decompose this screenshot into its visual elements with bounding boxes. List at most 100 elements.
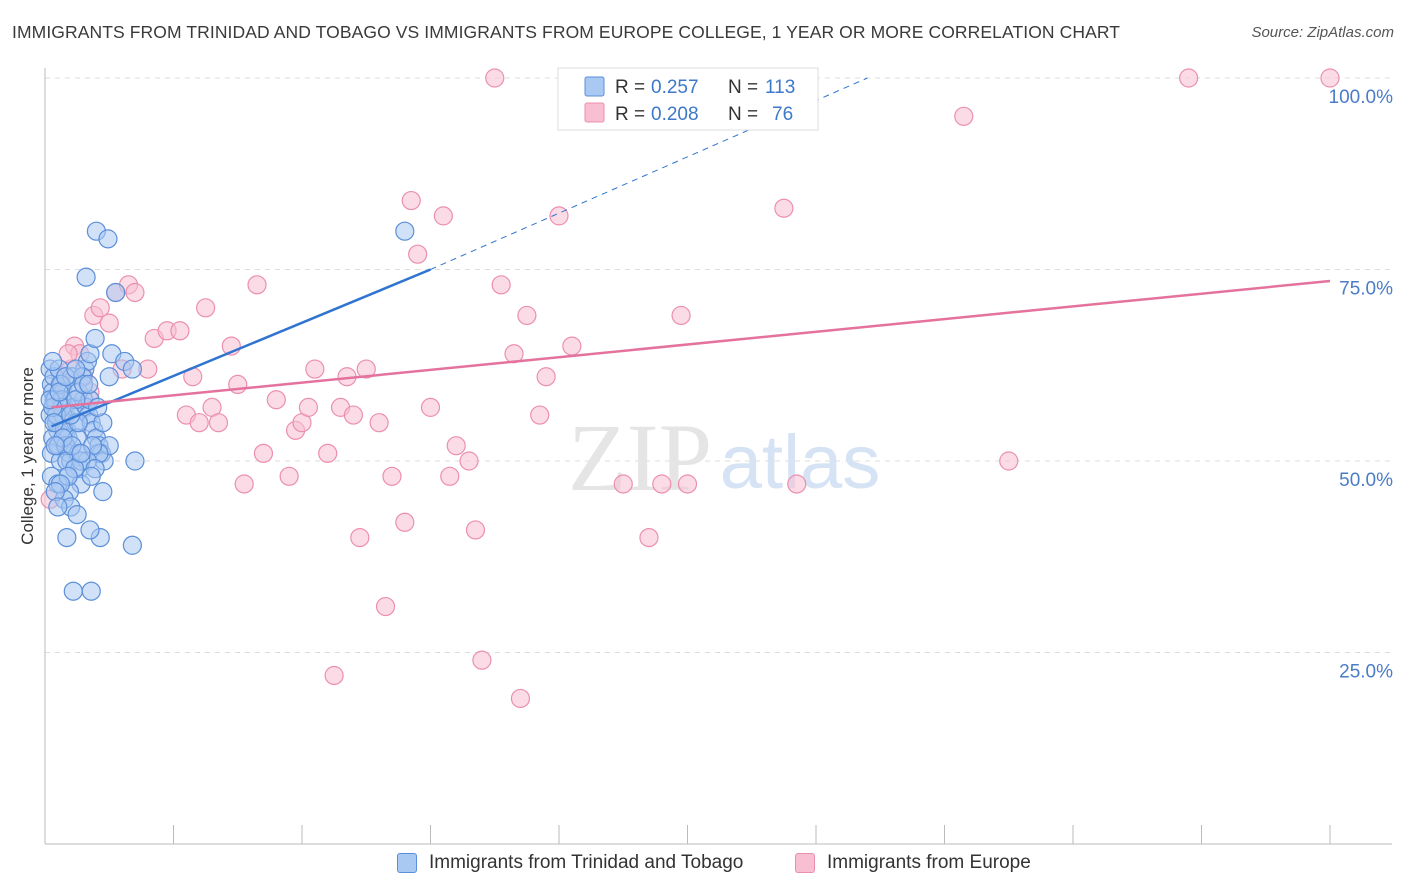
trinidad-point-109 bbox=[85, 328, 105, 349]
europe-point-36 bbox=[350, 527, 370, 548]
series-legend: Immigrants from Trinidad and Tobago Immi… bbox=[0, 852, 1406, 878]
watermark-zip: ZIP bbox=[568, 404, 712, 511]
source-label: Source: ZipAtlas.com bbox=[1251, 24, 1394, 41]
axes bbox=[44, 68, 1392, 845]
europe-point-13 bbox=[170, 321, 190, 341]
trinidad-point-99 bbox=[71, 443, 91, 463]
trinidad-point-65 bbox=[93, 482, 113, 502]
europe-point-10 bbox=[125, 282, 145, 303]
legend-item-europe: Immigrants from Europe bbox=[795, 852, 1031, 874]
legend-n-value-1: 113 bbox=[765, 77, 795, 98]
grid-lines bbox=[45, 77, 1392, 653]
europe-point-54 bbox=[510, 688, 531, 709]
europe-points bbox=[40, 68, 1340, 709]
europe-point-57 bbox=[536, 367, 556, 387]
europe-point-39 bbox=[375, 596, 396, 617]
scatter-chart: ZIP atlas 25.0%50.0%75.0%100.0%0.0%100.0… bbox=[18, 67, 1394, 845]
legend-label-europe: Immigrants from Europe bbox=[827, 852, 1031, 873]
europe-point-66 bbox=[774, 198, 794, 218]
europe-point-24 bbox=[253, 443, 274, 463]
trinidad-point-108 bbox=[66, 359, 86, 379]
legend-r-label-1: R = bbox=[615, 77, 645, 98]
europe-point-45 bbox=[433, 206, 453, 226]
europe-point-74 bbox=[58, 344, 78, 364]
europe-point-50 bbox=[472, 650, 492, 670]
trinidad-point-69 bbox=[106, 282, 126, 303]
legend-swatch-europe bbox=[795, 853, 815, 873]
legend-n-label-1: N = bbox=[728, 77, 758, 98]
europe-point-19 bbox=[208, 413, 229, 433]
y-tick-label-3: 100.0% bbox=[1329, 87, 1394, 108]
europe-point-31 bbox=[318, 443, 338, 463]
europe-point-61 bbox=[639, 527, 659, 548]
trinidad-point-67 bbox=[98, 229, 118, 249]
legend-swatch-pink bbox=[584, 102, 605, 123]
europe-point-37 bbox=[356, 359, 376, 379]
legend-item-trinidad: Immigrants from Trinidad and Tobago bbox=[397, 852, 743, 874]
tick-labels: 25.0%50.0%75.0%100.0%0.0%100.0% bbox=[1329, 87, 1394, 683]
europe-point-26 bbox=[279, 466, 299, 486]
europe-point-43 bbox=[408, 244, 428, 264]
trinidad-point-75 bbox=[122, 535, 142, 555]
watermark: ZIP atlas bbox=[568, 404, 880, 511]
europe-point-23 bbox=[247, 275, 267, 295]
europe-point-69 bbox=[1179, 68, 1199, 88]
trinidad-point-59 bbox=[67, 505, 87, 525]
y-tick-label-2: 75.0% bbox=[1339, 279, 1393, 300]
trinidad-point-73 bbox=[99, 367, 119, 387]
europe-point-47 bbox=[446, 436, 466, 456]
europe-point-62 bbox=[652, 474, 672, 494]
correlation-legend: R = 0.257 N = 113 R = 0.208 N = 76 bbox=[557, 67, 819, 131]
europe-point-6 bbox=[90, 298, 110, 318]
europe-point-29 bbox=[298, 397, 319, 417]
europe-point-64 bbox=[677, 474, 698, 494]
europe-point-25 bbox=[266, 390, 286, 410]
legend-swatch-blue bbox=[584, 76, 605, 97]
europe-point-38 bbox=[369, 413, 389, 433]
trinidad-point-106 bbox=[45, 436, 65, 456]
europe-point-59 bbox=[562, 336, 582, 356]
europe-point-65 bbox=[787, 474, 807, 494]
y-axis-label: College, 1 year or more bbox=[18, 367, 37, 545]
trinidad-points bbox=[40, 221, 415, 601]
legend-r-value-1: 0.257 bbox=[651, 77, 699, 98]
europe-point-42 bbox=[401, 190, 421, 211]
europe-point-52 bbox=[491, 275, 511, 295]
trinidad-point-68 bbox=[76, 267, 96, 287]
europe-point-22 bbox=[234, 474, 254, 494]
y-tick-label-1: 50.0% bbox=[1339, 470, 1393, 491]
europe-point-16 bbox=[189, 413, 209, 433]
trinidad-point-60 bbox=[57, 527, 77, 548]
europe-point-44 bbox=[420, 397, 441, 417]
europe-point-51 bbox=[485, 68, 505, 88]
europe-point-35 bbox=[343, 405, 363, 425]
trinidad-point-61 bbox=[63, 581, 83, 601]
europe-point-48 bbox=[459, 451, 479, 471]
trinidad-point-100 bbox=[81, 466, 101, 486]
trinidad-point-64 bbox=[80, 520, 100, 540]
europe-point-46 bbox=[440, 466, 460, 486]
trinidad-point-103 bbox=[79, 374, 99, 394]
europe-point-55 bbox=[517, 305, 537, 326]
europe-point-30 bbox=[305, 359, 325, 379]
europe-point-63 bbox=[671, 305, 691, 326]
trinidad-point-101 bbox=[48, 497, 68, 517]
europe-point-49 bbox=[465, 520, 486, 540]
europe-point-68 bbox=[999, 451, 1019, 471]
europe-point-40 bbox=[382, 466, 402, 486]
legend-n-value-2: 76 bbox=[772, 104, 793, 125]
trinidad-point-62 bbox=[81, 581, 101, 601]
legend-r-label-2: R = bbox=[615, 104, 645, 125]
y-tick-label-0: 25.0% bbox=[1339, 662, 1393, 683]
europe-trend-line bbox=[51, 279, 1331, 409]
legend-label-trinidad: Immigrants from Trinidad and Tobago bbox=[429, 852, 744, 873]
europe-point-41 bbox=[395, 512, 415, 532]
europe-point-60 bbox=[613, 474, 633, 494]
europe-point-56 bbox=[530, 405, 550, 425]
trinidad-point-74 bbox=[125, 451, 145, 471]
europe-point-17 bbox=[196, 298, 216, 318]
europe-point-32 bbox=[324, 665, 344, 686]
europe-point-70 bbox=[1320, 68, 1340, 88]
legend-r-value-2: 0.208 bbox=[651, 104, 699, 125]
europe-point-67 bbox=[954, 106, 974, 126]
